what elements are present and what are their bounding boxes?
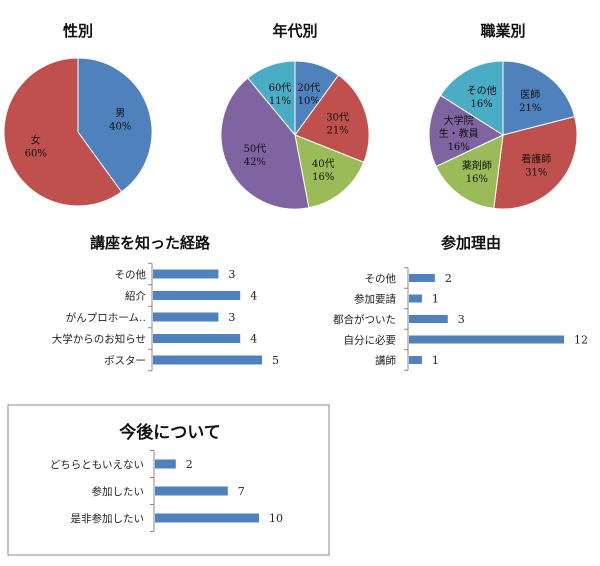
bar — [409, 315, 448, 323]
chart-title: 職業別 — [480, 22, 525, 40]
pie-slice — [77, 57, 153, 193]
pie-slice-label: 40代 16% — [312, 158, 335, 183]
data-label: 3 — [458, 313, 465, 326]
pie-slice — [3, 57, 123, 207]
bar — [153, 334, 241, 343]
pie-slice-label: 看護師 31% — [521, 152, 551, 178]
data-label: 1 — [432, 293, 439, 306]
data-label: 7 — [238, 485, 245, 498]
category-label: 是非参加したい — [71, 512, 145, 525]
bar — [153, 312, 219, 322]
pie-slice-label: 50代 42% — [243, 143, 266, 168]
pie-slice-label: 60代 11% — [269, 82, 292, 107]
data-label: 5 — [272, 354, 279, 367]
pie-slice — [220, 77, 310, 210]
bar — [153, 269, 219, 279]
chart-title: 講座を知った経路 — [90, 234, 211, 252]
data-label: 2 — [186, 458, 193, 471]
chart-title: 今後について — [119, 422, 221, 443]
category-label: 紹介 — [125, 290, 146, 303]
category-label: 参加要請 — [354, 293, 396, 306]
chart-2: 年代別 20代 10% 30代 21% 40代 16% 50代 42% 60代 11% — [220, 22, 370, 210]
bar — [409, 274, 435, 282]
pie-slice — [247, 60, 296, 137]
category-label: その他 — [115, 268, 147, 281]
data-label: 2 — [445, 272, 452, 285]
pie-slice-label: 女 60% — [25, 134, 47, 160]
bar — [409, 335, 564, 344]
data-label: 10 — [269, 512, 283, 525]
pie-slice — [435, 134, 504, 209]
pie-slice — [428, 94, 505, 168]
pie-slice-label: 医師 21% — [519, 88, 541, 114]
pie-slice-label: 30代 21% — [326, 112, 349, 137]
pie-slice-label: その他 16% — [467, 84, 497, 110]
bar — [155, 459, 176, 469]
category-label: 大学からのお知らせ — [52, 333, 146, 346]
category-label: 講師 — [375, 354, 396, 367]
pie-slice — [439, 60, 504, 136]
chart-1: 性別男 40% 女 60% — [3, 22, 153, 207]
data-label: 4 — [250, 333, 257, 346]
pie-slice-label: 男 40% — [109, 107, 131, 132]
bar — [409, 356, 422, 364]
category-label: ポスター — [104, 355, 146, 367]
pie-slice-label: 薬剤師 16% — [462, 159, 492, 185]
data-label: 3 — [228, 268, 235, 281]
data-label: 3 — [228, 311, 235, 324]
data-label: 1 — [432, 354, 439, 367]
pie-slice — [294, 74, 370, 163]
category-label: 参加したい — [92, 485, 145, 498]
data-label: 12 — [574, 334, 588, 347]
category-label: その他 — [365, 272, 397, 285]
data-label: 4 — [250, 290, 257, 303]
category-label: がんプロホーム‥ — [66, 311, 146, 324]
category-label: 都合がついた — [333, 313, 396, 326]
bar — [155, 486, 228, 496]
chart-title: 性別 — [63, 22, 93, 40]
category-label: どちらともいえない — [50, 459, 144, 471]
pie-slice-label: 20代 10% — [297, 82, 320, 107]
pie-slice — [493, 115, 578, 210]
pie-slice — [502, 60, 576, 136]
chart-frame — [7, 404, 330, 556]
category-label: 自分に必要 — [344, 334, 397, 347]
chart-title: 年代別 — [272, 22, 317, 40]
pie-slice-label: 大学院生・教員 16% — [439, 114, 479, 153]
bar — [409, 294, 422, 303]
bar — [155, 513, 259, 523]
bar — [153, 355, 262, 365]
pie-slice — [294, 134, 365, 209]
chart-title: 参加理由 — [441, 234, 501, 252]
bar — [153, 291, 241, 300]
